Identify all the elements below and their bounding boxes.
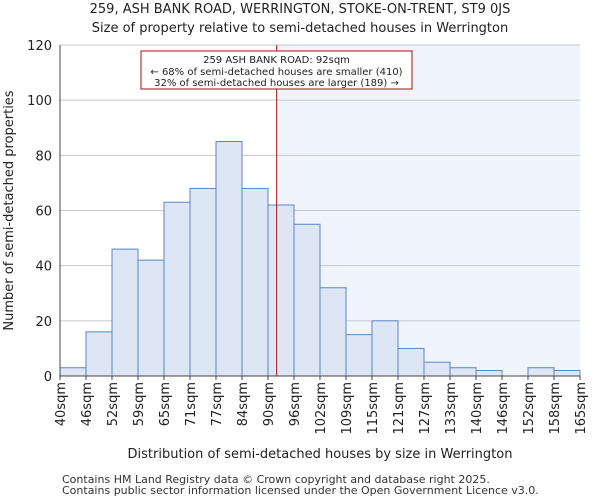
x-tick-label: 52sqm <box>106 382 121 426</box>
x-tick-label: 77sqm <box>210 382 225 426</box>
y-tick-label: 60 <box>35 205 52 220</box>
x-tick-label: 158sqm <box>548 382 563 435</box>
histogram-bar <box>85 331 113 377</box>
y-tick-label: 0 <box>44 370 52 385</box>
histogram-bar <box>137 259 165 377</box>
histogram-bar <box>449 367 477 377</box>
annotation-title: 259 ASH BANK ROAD: 92sqm <box>203 55 350 66</box>
x-tick-label: 165sqm <box>574 382 589 435</box>
histogram-bar <box>163 201 191 377</box>
chart-title-line2: Size of property relative to semi-detach… <box>91 21 509 36</box>
x-axis-title: Distribution of semi-detached houses by … <box>128 447 513 462</box>
x-tick-label: 115sqm <box>366 382 381 435</box>
histogram-bar <box>267 204 295 377</box>
x-tick-label: 152sqm <box>522 382 537 435</box>
x-tick-label: 84sqm <box>236 382 251 426</box>
x-tick-label: 146sqm <box>496 382 511 435</box>
x-tick-label: 96sqm <box>288 382 303 426</box>
y-tick-label: 40 <box>35 260 52 275</box>
x-tick-label: 109sqm <box>340 382 355 435</box>
y-tick-label: 20 <box>35 315 52 330</box>
histogram-bar <box>371 320 399 377</box>
x-tick-label: 140sqm <box>470 382 485 435</box>
histogram-bar <box>319 287 347 377</box>
histogram-bar <box>397 347 425 377</box>
histogram-bar <box>189 187 217 377</box>
x-tick-label: 102sqm <box>314 382 329 435</box>
annotation-box <box>140 50 413 90</box>
x-tick-label: 59sqm <box>132 382 147 426</box>
x-tick-label: 65sqm <box>158 382 173 426</box>
histogram-bar <box>111 248 139 377</box>
y-tick-label: 80 <box>35 149 52 164</box>
annotation-larger: 32% of semi-detached houses are larger (… <box>154 78 399 89</box>
x-tick-label: 90sqm <box>262 382 277 426</box>
y-tick-label: 120 <box>27 39 52 54</box>
histogram-bar <box>345 334 373 377</box>
y-axis-title: Number of semi-detached properties <box>2 90 17 330</box>
chart-title-line1: 259, ASH BANK ROAD, WERRINGTON, STOKE-ON… <box>89 2 511 17</box>
histogram-bar <box>423 361 451 377</box>
x-tick-label: 127sqm <box>418 382 433 435</box>
x-tick-label: 40sqm <box>54 382 69 426</box>
x-tick-label: 71sqm <box>184 382 199 426</box>
footer-copyright: Contains HM Land Registry data © Crown c… <box>62 473 490 486</box>
x-tick-label: 121sqm <box>392 382 407 435</box>
x-tick-label: 133sqm <box>444 382 459 435</box>
histogram-bar <box>475 369 503 377</box>
histogram-bar <box>553 369 581 377</box>
footer-licence: Contains public sector information licen… <box>62 484 539 497</box>
histogram-bar <box>215 141 243 377</box>
histogram-bar <box>241 187 269 377</box>
histogram-bar <box>293 223 321 377</box>
x-tick-label: 46sqm <box>80 382 95 426</box>
annotation-smaller: ← 68% of semi-detached houses are smalle… <box>150 67 402 78</box>
histogram-bar <box>59 367 87 377</box>
y-tick-label: 100 <box>27 94 52 109</box>
histogram-bar <box>527 367 555 377</box>
